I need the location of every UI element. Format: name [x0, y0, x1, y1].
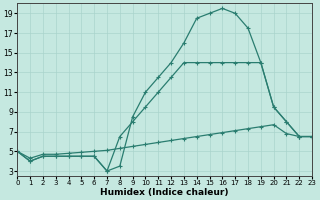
X-axis label: Humidex (Indice chaleur): Humidex (Indice chaleur) — [100, 188, 229, 197]
